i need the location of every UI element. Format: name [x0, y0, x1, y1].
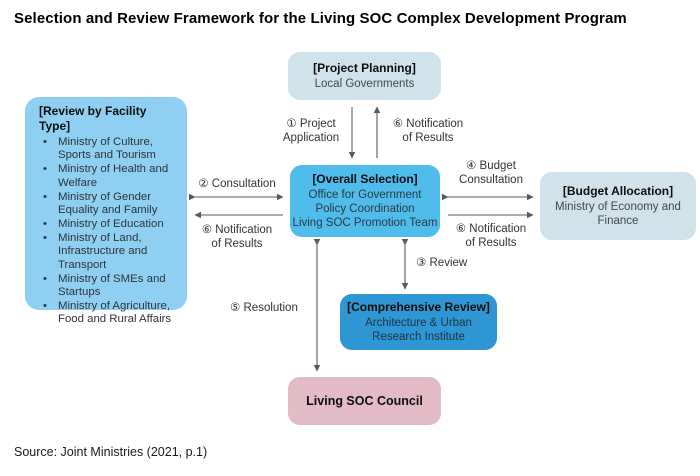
list-item: Ministry of Land, Infrastructure and Tra…: [39, 232, 171, 272]
page-title: Selection and Review Framework for the L…: [14, 10, 627, 27]
budget-allocation-heading: [Budget Allocation]: [562, 184, 674, 198]
review-by-facility-type-heading: [Review by Facility Type]: [39, 104, 147, 133]
comprehensive-review-body: Architecture & Urban Research Institute: [365, 317, 472, 343]
list-item: Ministry of Agriculture, Food and Rural …: [39, 300, 171, 327]
label-consultation: ② Consultation: [198, 178, 276, 190]
ministry-list: Ministry of Culture, Sports and Tourism …: [39, 136, 171, 327]
label-notification-results-right: ⑥ Notification of Results: [455, 223, 527, 249]
list-item: Ministry of Education: [39, 218, 171, 232]
budget-allocation-box: [Budget Allocation] Ministry of Economy …: [540, 172, 696, 240]
project-planning-box: [Project Planning] Local Governments: [288, 52, 441, 100]
review-by-facility-type-box: [Review by Facility Type] Ministry of Cu…: [25, 97, 187, 325]
comprehensive-review-heading: [Comprehensive Review]: [347, 300, 490, 314]
overall-selection-box: [Overall Selection] Office for Governmen…: [290, 165, 440, 237]
label-project-application: ① Project Application: [282, 118, 340, 144]
list-item: Ministry of Culture, Sports and Tourism: [39, 136, 171, 163]
list-item: Ministry of SMEs and Startups: [39, 273, 171, 300]
project-planning-heading: [Project Planning]: [313, 61, 416, 75]
list-item: Ministry of Gender Equality and Family: [39, 191, 171, 218]
list-item: Ministry of Health and Welfare: [39, 163, 171, 190]
project-planning-body: Local Governments: [314, 78, 415, 90]
overall-selection-body: Office for Government Policy Coordinatio…: [292, 189, 438, 229]
living-soc-council-box: Living SOC Council: [288, 377, 441, 425]
label-notification-results-top: ⑥ Notification of Results: [392, 118, 464, 144]
label-review: ③ Review: [416, 257, 468, 269]
comprehensive-review-box: [Comprehensive Review] Architecture & Ur…: [340, 294, 497, 350]
living-soc-council-heading: Living SOC Council: [306, 393, 423, 408]
label-notification-results-left: ⑥ Notification of Results: [201, 224, 273, 250]
source-caption: Source: Joint Ministries (2021, p.1): [14, 445, 208, 459]
overall-selection-heading: [Overall Selection]: [312, 172, 418, 186]
label-resolution: ⑤ Resolution: [230, 302, 298, 314]
label-budget-consultation: ④ Budget Consultation: [459, 160, 523, 186]
budget-allocation-body: Ministry of Economy and Finance: [555, 201, 681, 227]
